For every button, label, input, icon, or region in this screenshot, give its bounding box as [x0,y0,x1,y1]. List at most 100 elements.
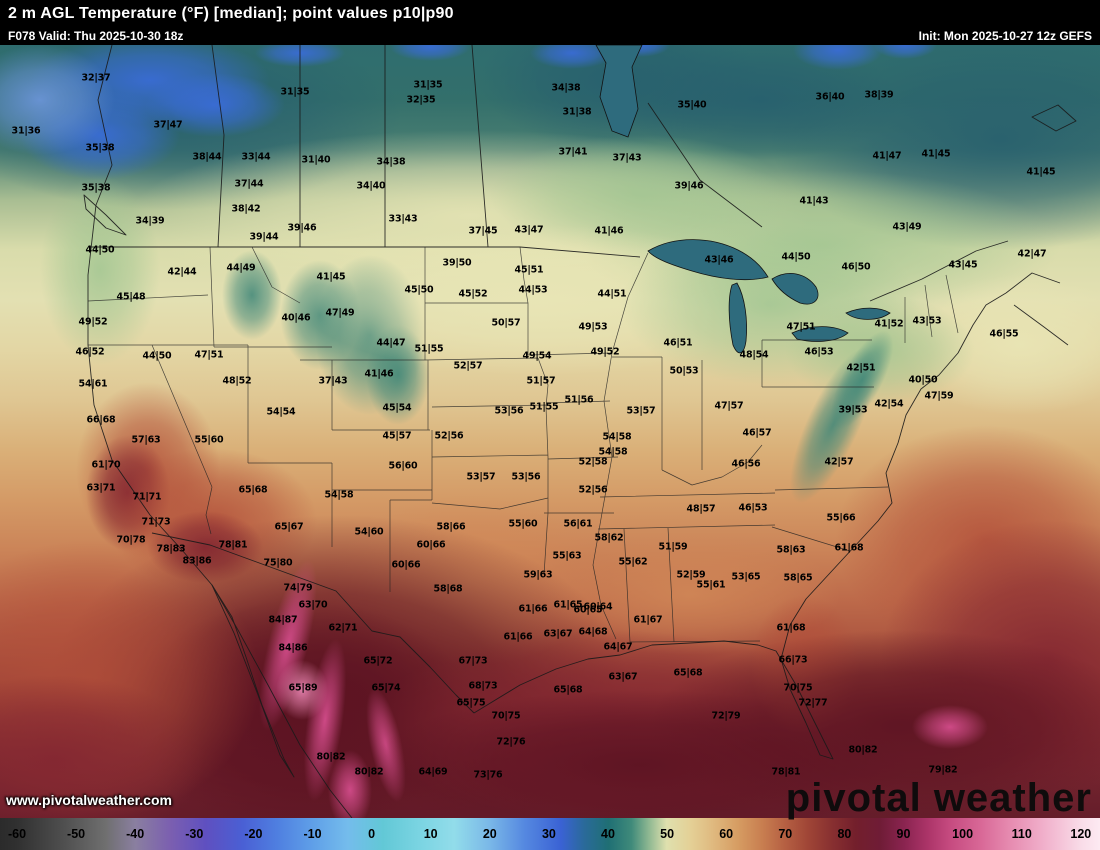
colorbar: -60 -50 -40 -30 -20 -10 0 10 20 30 40 50 60 70 80 90 100… [0,818,1100,850]
point-value: 80|82 [848,744,878,756]
point-value: 53|56 [494,405,524,417]
point-value: 71|71 [132,491,162,503]
point-value: 58|68 [433,583,463,595]
point-value: 43|45 [948,259,978,271]
point-value: 61|65 [553,599,583,611]
colorbar-tick-label: 40 [601,827,615,841]
colorbar-tick-label: 70 [778,827,793,841]
colorbar-tick-label: 60 [719,827,734,841]
point-value: 39|44 [249,231,279,243]
point-value: 47|57 [714,400,744,412]
point-value: 63|71 [86,482,116,494]
point-value: 47|59 [924,390,954,402]
point-value: 44|49 [226,262,256,274]
point-value: 44|50 [142,350,172,362]
point-value: 51|55 [529,401,559,413]
point-value: 78|81 [218,539,248,551]
point-value: 67|73 [458,655,488,667]
point-value: 36|40 [815,91,845,103]
point-value: 42|47 [1017,248,1047,260]
colorbar-gradient [0,818,1100,850]
point-value: 35|38 [81,182,111,194]
init-time-label: Init: Mon 2025-10-27 12z GEFS [918,29,1092,43]
point-value: 55|60 [194,434,224,446]
point-value: 46|56 [731,458,761,470]
point-value: 55|66 [826,512,856,524]
point-value: 38|44 [192,151,222,163]
point-value: 60|66 [391,559,421,571]
colorbar-tick-label: 90 [896,827,911,841]
point-value: 35|38 [85,142,115,154]
point-value: 56|61 [563,518,593,530]
point-value: 65|68 [673,667,703,679]
point-value: 58|62 [594,532,624,544]
point-value: 70|75 [491,710,521,722]
point-value: 39|46 [674,180,704,192]
point-value: 73|76 [473,769,503,781]
point-value: 55|62 [618,556,648,568]
colorbar-tick-label: 50 [660,827,675,841]
point-value: 50|57 [491,317,521,329]
point-value: 61|68 [834,542,864,554]
point-value: 75|80 [263,557,293,569]
point-value: 65|67 [274,521,304,533]
point-value: 64|67 [603,641,633,653]
map-area[interactable]: 32|37 31|35 31|35 32|35 34|38 31|38 35|40 36|40… [0,45,1100,818]
point-value: 52|56 [578,484,608,496]
point-value: 46|51 [663,337,693,349]
point-value: 33|43 [388,213,418,225]
point-value: 41|45 [316,271,346,283]
point-value: 47|49 [325,307,355,319]
point-value: 52|58 [578,456,608,468]
point-value: 31|35 [280,86,310,98]
point-value: 39|53 [838,404,868,416]
point-value: 50|53 [669,365,699,377]
colorbar-tick-label: 80 [837,827,852,841]
point-value: 47|51 [194,349,224,361]
title-bar: 2 m AGL Temperature (°F) [median]; point… [0,0,1100,27]
point-value: 80|82 [354,766,384,778]
point-value: 61|67 [633,614,663,626]
point-value: 59|63 [523,569,553,581]
point-value: 34|38 [551,82,581,94]
point-value: 71|73 [141,516,171,528]
point-value: 40|50 [908,374,938,386]
point-value: 66|68 [86,414,116,426]
point-value: 72|79 [711,710,741,722]
point-value: 44|53 [518,284,548,296]
point-value: 45|51 [514,264,544,276]
point-value: 32|35 [406,94,436,106]
point-value: 84|87 [268,614,298,626]
point-value: 43|49 [892,221,922,233]
point-value: 41|45 [921,148,951,160]
point-value: 45|52 [458,288,488,300]
point-value: 61|66 [518,603,548,615]
point-value: 37|47 [153,119,183,131]
point-value: 57|63 [131,434,161,446]
point-value: 41|45 [1026,166,1056,178]
point-value: 48|57 [686,503,716,515]
subtitle-bar: F078 Valid: Thu 2025-10-30 18z Init: Mon… [0,27,1100,45]
point-value: 80|82 [316,751,346,763]
colorbar-tick-label: 10 [423,827,438,841]
point-value: 47|51 [786,321,816,333]
point-value: 46|53 [738,502,768,514]
brand-watermark: pivotal weather [785,776,1092,820]
point-value: 65|72 [363,655,393,667]
point-value: 56|60 [388,460,418,472]
point-value: 44|51 [597,288,627,300]
point-value: 34|39 [135,215,165,227]
point-value: 52|57 [453,360,483,372]
point-value: 42|51 [846,362,876,374]
point-value: 37|44 [234,178,264,190]
colorbar-tick-label: -40 [126,827,145,841]
colorbar-tick-label: -60 [7,827,27,841]
point-value: 74|79 [283,582,313,594]
point-value: 45|50 [404,284,434,296]
point-value: 60|66 [416,539,446,551]
point-value: 31|35 [413,79,443,91]
point-value: 33|44 [241,151,271,163]
point-value: 46|50 [841,261,871,273]
point-value: 54|58 [602,431,632,443]
